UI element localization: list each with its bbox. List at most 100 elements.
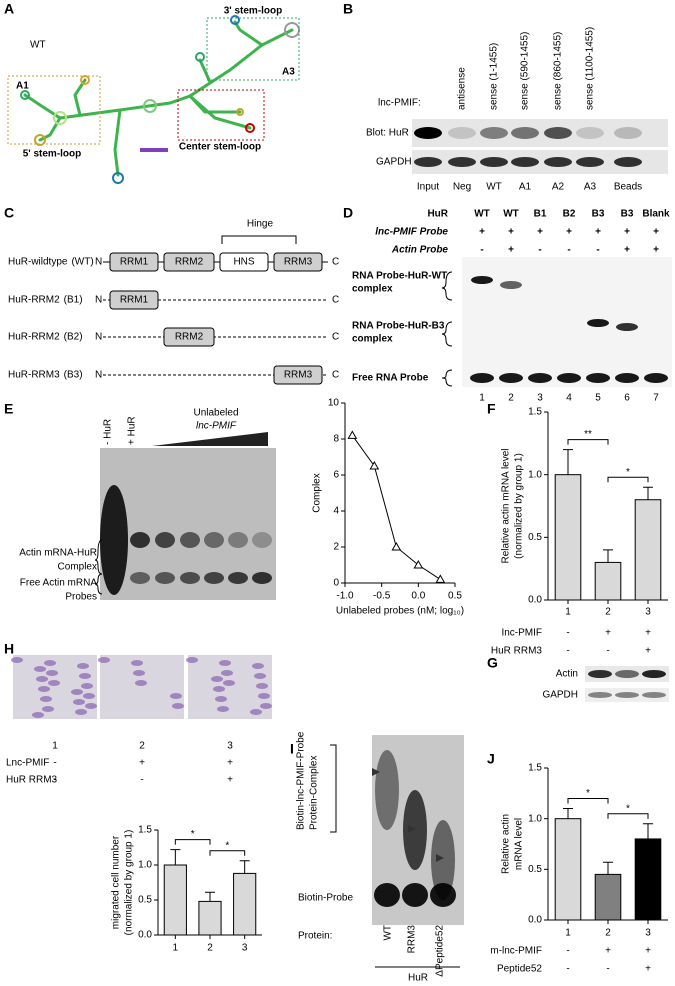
row-value: WT	[474, 209, 490, 220]
bar	[163, 864, 187, 936]
construct-name: HuR-RRM2	[8, 295, 60, 306]
c-terminus: C	[332, 295, 339, 306]
domain	[163, 327, 215, 347]
cell-stain	[85, 703, 97, 709]
row-value: +	[537, 227, 543, 238]
brace	[94, 539, 103, 575]
row-value: -	[53, 758, 56, 769]
row-value: +	[624, 245, 630, 256]
cell-stain	[48, 680, 60, 686]
label: A3	[282, 67, 295, 78]
c-terminus: C	[332, 257, 339, 268]
lane-label: antisense	[457, 67, 468, 110]
label: + HuR	[127, 416, 138, 445]
bar	[198, 900, 222, 936]
gel	[462, 257, 672, 387]
y-tick-label: 0.0	[528, 595, 542, 606]
row-name: Peptide52	[497, 964, 542, 975]
x-tick-label: 3	[242, 943, 248, 954]
row-value: B1	[534, 209, 547, 220]
construct-name: HuR-RRM2	[8, 332, 60, 343]
c-terminus: C	[332, 332, 339, 343]
cell-stain	[40, 696, 52, 702]
lane-label: WT	[486, 182, 502, 193]
error-bar	[563, 449, 573, 475]
bar	[634, 838, 662, 921]
row-value: +	[508, 227, 514, 238]
band	[616, 323, 638, 331]
significance-bracket	[567, 798, 609, 804]
brace	[441, 271, 453, 301]
band	[470, 373, 494, 383]
lane-label: Input	[417, 182, 439, 193]
x-tick-label: -0.5	[373, 591, 391, 602]
label: Biotin-Probe	[298, 893, 353, 904]
row-value: +	[653, 227, 659, 238]
domain-label: RRM1	[120, 295, 149, 306]
row-value: +	[624, 227, 630, 238]
label: Blot: HuR	[366, 128, 409, 139]
band	[642, 670, 666, 678]
x-tick-label: 1	[173, 943, 179, 954]
x-tick-label: 3	[645, 928, 651, 939]
y-tick-label: 0.5	[528, 532, 542, 543]
marker	[413, 559, 424, 569]
band	[500, 281, 522, 289]
band	[615, 373, 639, 383]
band	[511, 157, 539, 167]
arrowhead	[436, 854, 444, 862]
rna-stem	[233, 20, 264, 47]
lane-label: sense (1100-1455)	[585, 27, 596, 110]
cell-stain	[77, 663, 89, 669]
lane-number: 6	[624, 393, 630, 404]
significance-bracket	[567, 439, 609, 445]
construct-tag: (B2)	[64, 332, 83, 343]
band	[576, 157, 604, 167]
cell-stain	[260, 703, 272, 709]
lane-number: 2	[139, 741, 145, 752]
lane-label: sense (860-1455)	[553, 32, 564, 110]
row-value: B3	[621, 209, 634, 220]
label: Protein-Complex	[309, 756, 320, 830]
band	[615, 670, 639, 678]
lane-number: 4	[566, 393, 572, 404]
label: WT	[30, 40, 46, 51]
row-value: +	[645, 946, 651, 957]
band	[614, 127, 642, 139]
y-tick-label: 8	[333, 434, 339, 445]
marker	[369, 460, 380, 470]
row-value: +	[605, 628, 611, 639]
cell-stain	[44, 660, 56, 666]
label: GAPDH	[542, 690, 578, 701]
cell-stain	[258, 693, 270, 699]
row-value: +	[653, 245, 659, 256]
cell-stain	[221, 670, 233, 676]
error-bar	[205, 891, 215, 902]
bar	[233, 872, 257, 936]
domain	[219, 252, 269, 272]
cell-stain	[170, 693, 182, 699]
lane-label: A3	[584, 182, 597, 193]
c-terminus: C	[332, 370, 339, 381]
rna-loop	[230, 15, 240, 25]
brace	[441, 321, 453, 347]
x-tick-label: 0.5	[448, 591, 462, 602]
domain	[109, 252, 159, 272]
n-terminus: N	[95, 295, 102, 306]
blot-hur	[412, 119, 668, 147]
brace	[441, 369, 453, 387]
rna-stem	[198, 58, 212, 84]
y-axis-label: Relative actin mRNA level	[501, 448, 512, 563]
bar	[554, 474, 582, 601]
band	[471, 276, 493, 284]
y-axis-label: mRNA level	[514, 818, 525, 870]
significance-label: **	[584, 429, 592, 440]
construct-tag: (B1)	[64, 295, 83, 306]
arrowhead	[372, 768, 380, 776]
y-tick-label: 1.0	[528, 813, 542, 824]
row-value: -	[606, 964, 609, 975]
row-name: m-lnc-PMIF	[490, 946, 542, 957]
arrowhead	[408, 825, 416, 833]
